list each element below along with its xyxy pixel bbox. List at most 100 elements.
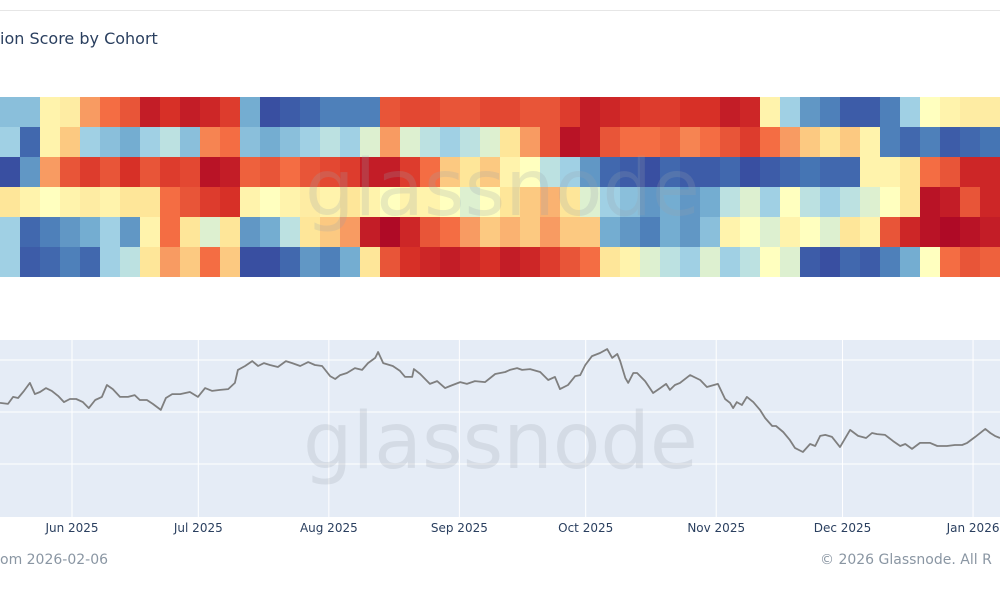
heatmap-cell — [820, 97, 841, 127]
heatmap-cell — [320, 127, 341, 157]
heatmap-cell — [460, 97, 481, 127]
heatmap-cell — [880, 127, 901, 157]
heatmap-cell — [940, 217, 961, 247]
heatmap-cell — [340, 247, 361, 277]
heatmap-cell — [540, 157, 561, 187]
heatmap-cell — [100, 187, 121, 217]
heatmap-cell — [100, 217, 121, 247]
heatmap-cell — [160, 157, 181, 187]
heatmap-cell — [740, 247, 761, 277]
heatmap-cell — [660, 247, 681, 277]
heatmap-cell — [400, 247, 421, 277]
heatmap-cell — [20, 217, 41, 247]
heatmap-cell — [860, 247, 881, 277]
heatmap-cell — [760, 187, 781, 217]
heatmap-cell — [960, 217, 981, 247]
heatmap-cell — [680, 247, 701, 277]
heatmap-cell — [200, 187, 221, 217]
heatmap-cell — [160, 247, 181, 277]
heatmap-cell — [40, 187, 61, 217]
heatmap-cell — [100, 127, 121, 157]
heatmap-cell — [160, 187, 181, 217]
heatmap-cell — [420, 127, 441, 157]
heatmap-cell — [300, 127, 321, 157]
heatmap-cell — [200, 247, 221, 277]
heatmap-cell — [740, 127, 761, 157]
heatmap-cell — [80, 157, 101, 187]
heatmap-cell — [360, 157, 381, 187]
heatmap-cell — [980, 157, 1000, 187]
heatmap-cell — [240, 247, 261, 277]
heatmap — [0, 97, 1000, 277]
heatmap-cell — [300, 187, 321, 217]
heatmap-cell — [720, 217, 741, 247]
heatmap-cell — [720, 157, 741, 187]
heatmap-cell — [140, 187, 161, 217]
heatmap-cell — [400, 97, 421, 127]
heatmap-cell — [380, 217, 401, 247]
heatmap-cell — [220, 127, 241, 157]
heatmap-cell — [500, 187, 521, 217]
heatmap-cell — [20, 187, 41, 217]
heatmap-cell — [120, 187, 141, 217]
heatmap-cell — [280, 187, 301, 217]
heatmap-cell — [420, 187, 441, 217]
heatmap-cell — [0, 247, 21, 277]
heatmap-cell — [500, 157, 521, 187]
heatmap-cell — [900, 247, 921, 277]
heatmap-cell — [500, 127, 521, 157]
heatmap-cell — [240, 97, 261, 127]
line-plot-background — [0, 340, 1000, 517]
heatmap-cell — [980, 187, 1000, 217]
x-tick-label: Aug 2025 — [300, 521, 358, 535]
heatmap-cell — [860, 187, 881, 217]
price-line — [0, 348, 1000, 453]
heatmap-cell — [900, 187, 921, 217]
heatmap-cell — [520, 247, 541, 277]
heatmap-cell — [840, 157, 861, 187]
heatmap-cell — [220, 217, 241, 247]
heatmap-cell — [160, 97, 181, 127]
heatmap-cell — [580, 97, 601, 127]
heatmap-cell — [920, 217, 941, 247]
heatmap-cell — [480, 247, 501, 277]
heatmap-cell — [840, 97, 861, 127]
heatmap-cell — [580, 217, 601, 247]
heatmap-cell — [520, 97, 541, 127]
x-tick-label: Jun 2025 — [44, 521, 98, 535]
heatmap-cell — [960, 247, 981, 277]
heatmap-cell — [820, 187, 841, 217]
heatmap-cell — [280, 97, 301, 127]
heatmap-cell — [20, 97, 41, 127]
heatmap-cell — [180, 247, 201, 277]
heatmap-cell — [940, 187, 961, 217]
heatmap-cell — [600, 157, 621, 187]
heatmap-cell — [700, 97, 721, 127]
heatmap-cell — [460, 217, 481, 247]
heatmap-cell — [0, 157, 21, 187]
heatmap-cell — [940, 157, 961, 187]
heatmap-cell — [220, 187, 241, 217]
heatmap-cell — [520, 187, 541, 217]
heatmap-cell — [200, 127, 221, 157]
heatmap-cell — [260, 157, 281, 187]
heatmap-cell — [300, 247, 321, 277]
heatmap-cell — [180, 157, 201, 187]
heatmap-cell — [300, 157, 321, 187]
x-tick-label: Oct 2025 — [558, 521, 613, 535]
heatmap-cell — [800, 127, 821, 157]
heatmap-cell — [640, 157, 661, 187]
heatmap-cell — [360, 127, 381, 157]
heatmap-cell — [520, 157, 541, 187]
heatmap-cell — [980, 247, 1000, 277]
heatmap-cell — [700, 217, 721, 247]
heatmap-cell — [760, 97, 781, 127]
heatmap-cell — [620, 157, 641, 187]
heatmap-cell — [460, 187, 481, 217]
heatmap-cell — [560, 157, 581, 187]
heatmap-cell — [140, 97, 161, 127]
heatmap-cell — [560, 127, 581, 157]
chart-title: ion Score by Cohort — [0, 29, 158, 48]
x-axis-ticks: Jun 2025 Jul 2025 Aug 2025 Sep 2025 Oct 2025… — [44, 521, 999, 535]
